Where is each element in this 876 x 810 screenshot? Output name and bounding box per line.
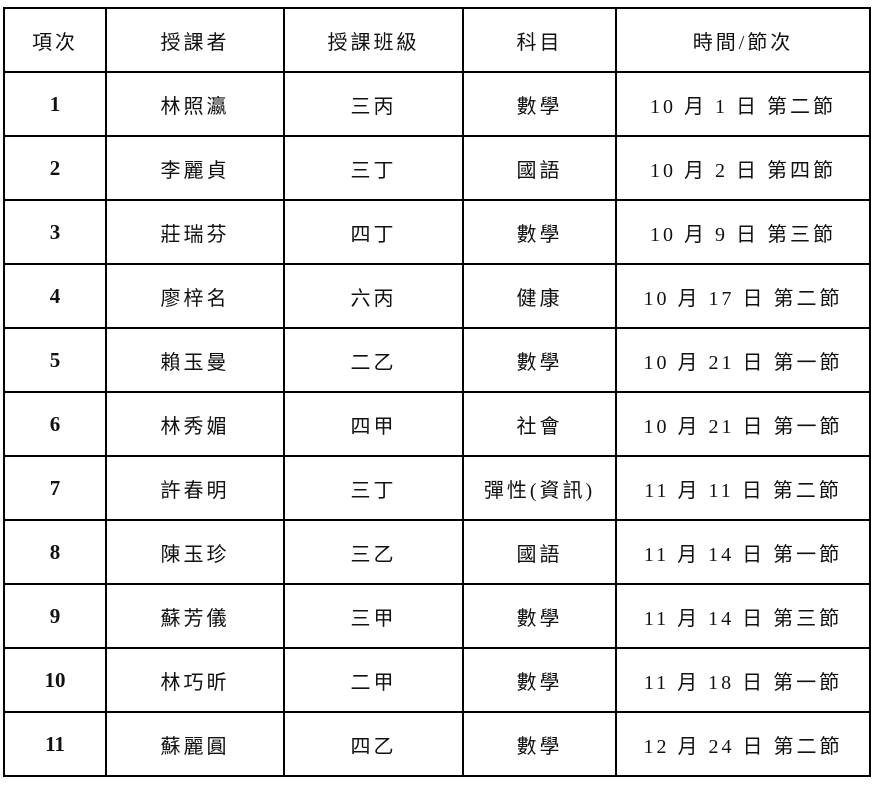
cell-time: 11 月 14 日 第一節 (615, 519, 871, 585)
table-row: 11 蘇麗圓 四乙 數學 12 月 24 日 第二節 (3, 711, 871, 777)
cell-subject: 國語 (462, 519, 617, 585)
cell-index: 5 (3, 327, 107, 393)
cell-subject: 健康 (462, 263, 617, 329)
cell-class: 四乙 (283, 711, 464, 777)
cell-teacher: 林照瀛 (105, 71, 285, 137)
cell-teacher: 李麗貞 (105, 135, 285, 201)
table-row: 10 林巧昕 二甲 數學 11 月 18 日 第一節 (3, 647, 871, 713)
cell-class: 三丁 (283, 135, 464, 201)
cell-time: 10 月 21 日 第一節 (615, 327, 871, 393)
table-row: 2 李麗貞 三丁 國語 10 月 2 日 第四節 (3, 135, 871, 201)
cell-subject: 彈性(資訊) (462, 455, 617, 521)
header-time: 時間/節次 (615, 7, 871, 73)
cell-time: 11 月 11 日 第二節 (615, 455, 871, 521)
cell-subject: 數學 (462, 647, 617, 713)
table-row: 7 許春明 三丁 彈性(資訊) 11 月 11 日 第二節 (3, 455, 871, 521)
cell-class: 四丁 (283, 199, 464, 265)
cell-subject: 社會 (462, 391, 617, 457)
cell-time: 11 月 14 日 第三節 (615, 583, 871, 649)
cell-subject: 國語 (462, 135, 617, 201)
cell-teacher: 陳玉珍 (105, 519, 285, 585)
header-subject: 科目 (462, 7, 617, 73)
cell-teacher: 莊瑞芬 (105, 199, 285, 265)
cell-time: 10 月 17 日 第二節 (615, 263, 871, 329)
cell-index: 2 (3, 135, 107, 201)
cell-index: 7 (3, 455, 107, 521)
header-row: 項次 授課者 授課班級 科目 時間/節次 (3, 7, 871, 73)
table-row: 3 莊瑞芬 四丁 數學 10 月 9 日 第三節 (3, 199, 871, 265)
table-row: 8 陳玉珍 三乙 國語 11 月 14 日 第一節 (3, 519, 871, 585)
table-row: 6 林秀媚 四甲 社會 10 月 21 日 第一節 (3, 391, 871, 457)
cell-index: 11 (3, 711, 107, 777)
cell-index: 1 (3, 71, 107, 137)
cell-subject: 數學 (462, 583, 617, 649)
cell-index: 8 (3, 519, 107, 585)
table-row: 9 蘇芳儀 三甲 數學 11 月 14 日 第三節 (3, 583, 871, 649)
cell-teacher: 林巧昕 (105, 647, 285, 713)
cell-index: 3 (3, 199, 107, 265)
cell-subject: 數學 (462, 327, 617, 393)
cell-class: 六丙 (283, 263, 464, 329)
table-row: 5 賴玉曼 二乙 數學 10 月 21 日 第一節 (3, 327, 871, 393)
cell-index: 4 (3, 263, 107, 329)
cell-time: 10 月 1 日 第二節 (615, 71, 871, 137)
cell-teacher: 廖梓名 (105, 263, 285, 329)
cell-teacher: 蘇芳儀 (105, 583, 285, 649)
header-class: 授課班級 (283, 7, 464, 73)
cell-teacher: 許春明 (105, 455, 285, 521)
cell-time: 11 月 18 日 第一節 (615, 647, 871, 713)
cell-index: 6 (3, 391, 107, 457)
cell-class: 三丙 (283, 71, 464, 137)
cell-index: 10 (3, 647, 107, 713)
cell-time: 10 月 21 日 第一節 (615, 391, 871, 457)
table-row: 4 廖梓名 六丙 健康 10 月 17 日 第二節 (3, 263, 871, 329)
cell-subject: 數學 (462, 199, 617, 265)
cell-class: 二乙 (283, 327, 464, 393)
cell-time: 12 月 24 日 第二節 (615, 711, 871, 777)
table-row: 1 林照瀛 三丙 數學 10 月 1 日 第二節 (3, 71, 871, 137)
cell-time: 10 月 9 日 第三節 (615, 199, 871, 265)
cell-subject: 數學 (462, 711, 617, 777)
cell-index: 9 (3, 583, 107, 649)
cell-class: 四甲 (283, 391, 464, 457)
header-index: 項次 (3, 7, 107, 73)
schedule-table: 項次 授課者 授課班級 科目 時間/節次 1 林照瀛 三丙 數學 10 月 1 日 第二… (3, 7, 871, 777)
cell-class: 三丁 (283, 455, 464, 521)
cell-teacher: 蘇麗圓 (105, 711, 285, 777)
cell-subject: 數學 (462, 71, 617, 137)
cell-class: 三甲 (283, 583, 464, 649)
cell-class: 三乙 (283, 519, 464, 585)
cell-time: 10 月 2 日 第四節 (615, 135, 871, 201)
cell-teacher: 賴玉曼 (105, 327, 285, 393)
header-teacher: 授課者 (105, 7, 285, 73)
cell-teacher: 林秀媚 (105, 391, 285, 457)
cell-class: 二甲 (283, 647, 464, 713)
